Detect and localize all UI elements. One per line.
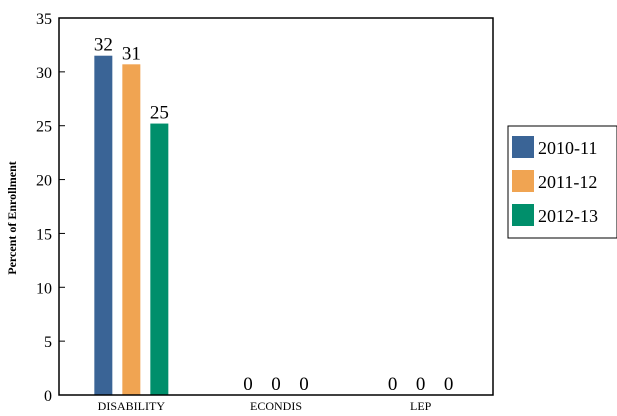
legend-label: 2010-11 [538,138,597,158]
y-axis-ticks: 0 5 10 15 20 25 30 35 [36,11,65,405]
y-tick-label: 20 [36,173,52,190]
data-label: 0 [416,374,426,395]
bar [150,123,169,395]
data-label: 0 [388,374,398,395]
y-tick-label: 15 [36,226,52,243]
data-label: 0 [243,374,253,395]
y-tick-label: 10 [36,280,52,297]
data-label: 25 [150,103,169,124]
y-tick-label: 30 [36,65,52,82]
legend-swatch [512,136,534,158]
bar [122,64,141,396]
legend-label: 2011-12 [538,172,597,192]
bars [94,55,169,396]
y-tick-label: 5 [44,334,52,351]
plot-frame [58,17,494,396]
data-label: 31 [122,43,141,64]
y-axis-label: Percent of Enrollment [5,161,19,275]
bar [94,55,113,395]
y-tick-label: 0 [44,388,52,405]
data-label: 32 [94,35,113,56]
legend-swatch [512,170,534,192]
y-tick-label: 35 [36,11,52,28]
x-category-label: LEP [410,399,432,413]
x-axis-categories: DISABILITY ECONDIS LEP [98,399,432,413]
legend: 2010-11 2011-12 2012-13 [507,125,617,239]
data-label: 0 [444,374,454,395]
data-label: 0 [271,374,281,395]
y-tick-label: 25 [36,119,52,136]
data-label: 0 [299,374,309,395]
legend-swatch [512,204,534,226]
legend-label: 2012-13 [538,206,598,226]
x-category-label: ECONDIS [250,399,302,413]
x-category-label: DISABILITY [98,399,166,413]
y-axis-label-group: Percent of Enrollment [5,161,19,275]
